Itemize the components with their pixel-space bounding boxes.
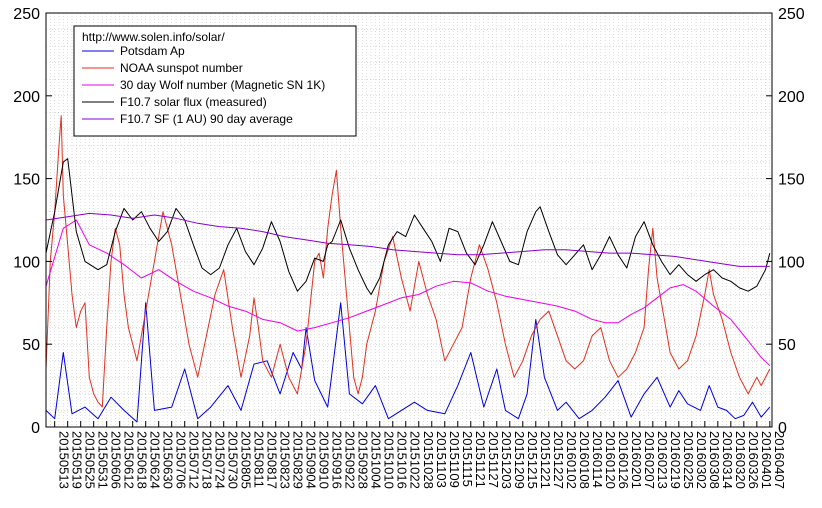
x-tick-label: 20150904 [304,431,319,489]
x-tick-label: 20150519 [70,431,85,489]
x-tick-label: 20151004 [369,431,384,489]
x-tick-label: 20151215 [525,431,540,489]
x-tick-label: 20160326 [746,431,761,489]
x-tick-label: 20160213 [655,431,670,489]
legend-label-4: F10.7 SF (1 AU) 90 day average [120,112,293,126]
series-line-2 [45,219,771,367]
x-tick-label: 20150612 [122,431,137,489]
x-tick-label: 20150718 [200,431,215,489]
x-tick-label: 20150910 [317,431,332,489]
x-tick-label: 20150823 [278,431,293,489]
x-tick-label: 20151203 [499,431,514,489]
y-tick-label-left: 0 [31,420,40,437]
x-tick-label: 20160126 [616,431,631,489]
x-tick-label: 20150606 [109,431,124,489]
series-line-4 [45,212,770,267]
x-tick-label: 20160302 [694,431,709,489]
x-tick-label: 20151127 [486,431,501,488]
x-tick-label: 20160407 [772,431,787,489]
legend-label-1: NOAA sunspot number [120,61,243,75]
legend-box [73,25,357,137]
series-layer [45,115,771,423]
legend: http://www.solen.info/solar/ Potsdam Ap N… [73,25,357,137]
x-tick-label: 20160320 [733,431,748,489]
x-tick-label: 20150928 [356,431,371,489]
x-tick-label: 20150916 [330,431,345,489]
legend-label-2: 30 day Wolf number (Magnetic SN 1K) [120,78,325,92]
x-tick-label: 20150829 [291,431,306,489]
x-tick-label: 20150706 [174,431,189,489]
y-tick-label-left: 200 [13,89,40,106]
x-tick-label: 20151010 [382,431,397,489]
series-line-3 [45,158,771,295]
y-tick-label-left: 50 [22,337,40,354]
plot-frame [45,12,773,428]
x-tick-label: 20151028 [421,431,436,489]
legend-label-0: Potsdam Ap [120,44,185,58]
x-tick-label: 20151121 [473,431,488,488]
x-tick-label: 20150712 [187,431,202,489]
y-tick-label-right: 150 [778,172,805,189]
x-tick-label: 20150630 [161,431,176,489]
x-tick-label: 20151209 [512,431,527,489]
x-axis: 2015051320150519201505252015053120150606… [54,421,787,489]
x-tick-label: 20151022 [408,431,423,489]
x-tick-label: 20150525 [83,431,98,489]
x-tick-label: 20160225 [681,431,696,489]
x-tick-label: 20160102 [564,431,579,489]
y-tick-label-right: 100 [778,254,805,271]
series-line-1 [45,115,771,408]
x-tick-label: 20150724 [213,431,228,489]
x-tick-label: 20151115 [460,431,475,487]
x-tick-label: 20151103 [434,431,449,488]
x-tick-label: 20151016 [395,431,410,489]
y-tick-label-right: 0 [778,420,787,437]
x-tick-label: 20150624 [148,431,163,489]
x-tick-label: 20150805 [239,431,254,489]
legend-label-3: F10.7 solar flux (measured) [120,95,267,109]
grid-lines [45,12,772,428]
x-tick-label: 20150811 [252,431,267,488]
x-tick-label: 20160120 [603,431,618,489]
x-tick-label: 20150730 [226,431,241,489]
x-tick-label: 20150513 [57,431,72,489]
x-tick-label: 20150618 [135,431,150,489]
x-tick-label: 20160108 [577,431,592,489]
x-tick-label: 20160314 [720,431,735,489]
y-tick-label-left: 250 [13,6,40,23]
legend-items: Potsdam Ap NOAA sunspot number 30 day Wolf… [82,44,325,126]
y-tick-label-right: 250 [778,6,805,23]
y-tick-label-right: 50 [778,337,796,354]
series-line-0 [45,302,771,423]
y-axis-left: 0 50 100 150 200 250 [13,6,52,437]
legend-source-url: http://www.solen.info/solar/ [82,30,225,44]
y-tick-label-left: 150 [13,172,40,189]
y-tick-label-left: 100 [13,254,40,271]
x-tick-label: 20150922 [343,431,358,489]
x-tick-label: 20160114 [590,431,605,488]
x-tick-label: 20151109 [447,431,462,488]
x-tick-label: 20160219 [668,431,683,489]
x-tick-label: 20151221 [538,431,553,489]
x-tick-label: 20160308 [707,431,722,489]
x-tick-label: 20151227 [551,431,566,489]
y-axis-right: 0 50 100 150 200 250 [766,6,805,437]
x-tick-label: 20160207 [642,431,657,489]
y-tick-label-right: 200 [778,89,805,106]
x-tick-label: 20150817 [265,431,280,489]
x-tick-label: 20160201 [629,431,644,489]
x-tick-label: 20160401 [759,431,774,489]
x-tick-label: 20150531 [96,431,111,489]
